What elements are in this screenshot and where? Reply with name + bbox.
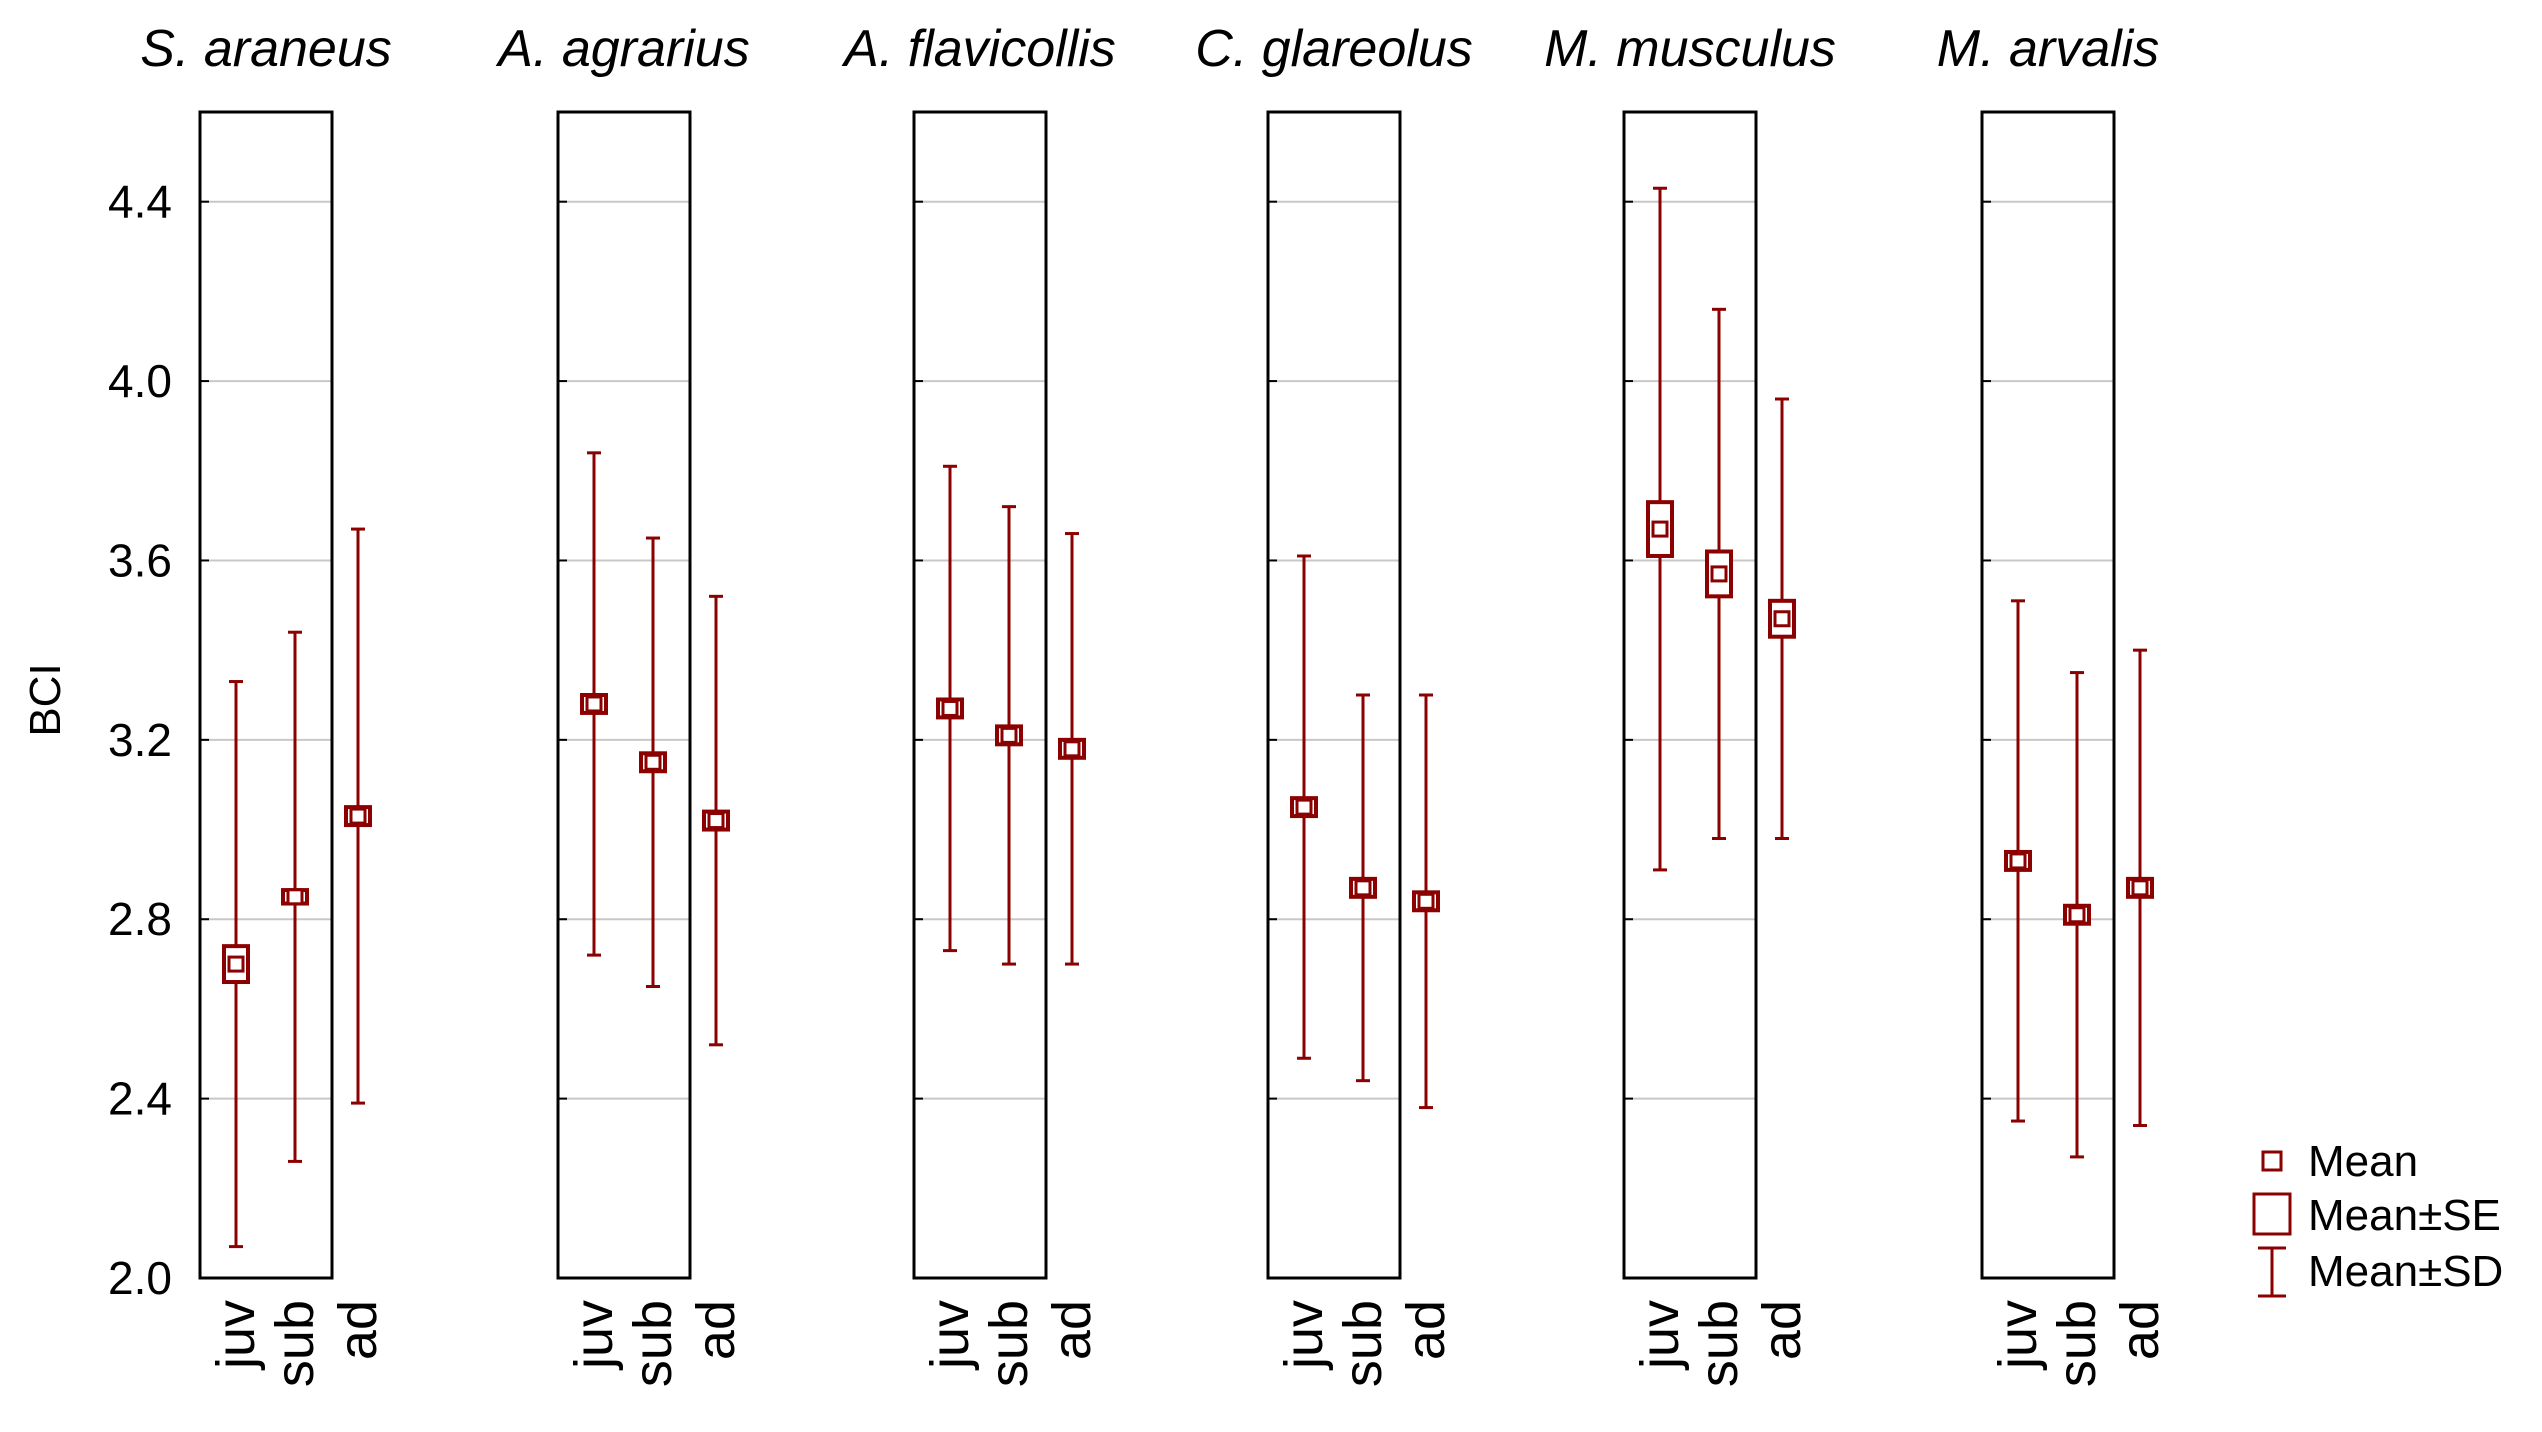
mean-marker — [941, 699, 959, 717]
y-tick-label: 4.4 — [108, 176, 172, 228]
y-tick-label: 2.4 — [108, 1073, 172, 1125]
y-axis-label: BCI — [21, 663, 70, 736]
category-label: ad — [1752, 1300, 1812, 1360]
y-tick-label: 4.0 — [108, 355, 172, 407]
panel: M. musculus juv sub ad — [1544, 20, 1836, 1387]
category-label: ad — [1396, 1300, 1456, 1360]
mean-marker — [286, 888, 304, 906]
legend: Mean Mean±SE Mean±SD — [2252, 1137, 2503, 1298]
legend-label: Mean±SD — [2308, 1247, 2503, 1296]
y-axis: 2.0 2.4 2.8 3.2 3.6 4.0 4.4 BCI — [21, 176, 172, 1304]
panel-frame — [198, 110, 334, 1280]
mean-marker — [1000, 726, 1018, 744]
panel-frame — [912, 110, 1048, 1280]
y-tick-label: 3.6 — [108, 534, 172, 586]
panel-frame — [556, 110, 692, 1280]
panel: S. araneus juv sub ad — [140, 20, 392, 1387]
panel-title: M. musculus — [1544, 20, 1836, 78]
category-label: juv — [1988, 1300, 2048, 1371]
legend-se-swatch — [2252, 1192, 2292, 1236]
panel-title: A. agrarius — [495, 20, 749, 78]
mean-marker — [1354, 879, 1372, 897]
mean-marker — [1773, 610, 1791, 628]
panel-title: A. flavicollis — [841, 20, 1116, 78]
category-label: sub — [1333, 1300, 1393, 1387]
category-label: ad — [686, 1300, 746, 1360]
category-label: juv — [1274, 1300, 1334, 1371]
mean-marker — [585, 695, 603, 713]
y-tick-label: 2.8 — [108, 893, 172, 945]
y-tick-label: 3.2 — [108, 714, 172, 766]
panel-frame — [1622, 110, 1758, 1280]
y-tick-label: 2.0 — [108, 1252, 172, 1304]
panel-frame — [1266, 110, 1402, 1280]
panel-frame — [1980, 110, 2116, 1280]
legend-label: Mean±SE — [2308, 1191, 2501, 1240]
mean-marker — [644, 753, 662, 771]
mean-marker — [1063, 740, 1081, 758]
legend-label: Mean — [2308, 1137, 2418, 1186]
mean-marker — [2009, 852, 2027, 870]
panel: C. glareolus juv sub ad — [1195, 20, 1472, 1387]
mean-marker — [227, 955, 245, 973]
mean-marker — [1417, 892, 1435, 910]
category-label: ad — [2110, 1300, 2170, 1360]
category-label: juv — [564, 1300, 624, 1371]
panel-title: C. glareolus — [1195, 20, 1472, 78]
mean-marker — [1295, 798, 1313, 816]
mean-marker — [2131, 879, 2149, 897]
panel: A. flavicollis juv sub ad — [841, 20, 1116, 1387]
category-label: sub — [1689, 1300, 1749, 1387]
category-label: sub — [2047, 1300, 2107, 1387]
category-label: sub — [265, 1300, 325, 1387]
panel-title: M. arvalis — [1937, 20, 2159, 78]
category-label: ad — [1042, 1300, 1102, 1360]
mean-marker — [2068, 906, 2086, 924]
mean-marker — [1710, 565, 1728, 583]
category-label: juv — [206, 1300, 266, 1371]
category-label: juv — [920, 1300, 980, 1371]
category-label: juv — [1630, 1300, 1690, 1371]
mean-marker — [349, 807, 367, 825]
category-label: sub — [979, 1300, 1039, 1387]
panel: A. agrarius juv sub ad — [495, 20, 749, 1387]
panel: M. arvalis juv sub ad — [1937, 20, 2170, 1387]
mean-marker — [1651, 520, 1669, 538]
panel-title: S. araneus — [140, 20, 392, 78]
category-label: ad — [328, 1300, 388, 1360]
legend-mean-swatch — [2261, 1150, 2283, 1172]
category-label: sub — [623, 1300, 683, 1387]
mean-marker — [707, 812, 725, 830]
